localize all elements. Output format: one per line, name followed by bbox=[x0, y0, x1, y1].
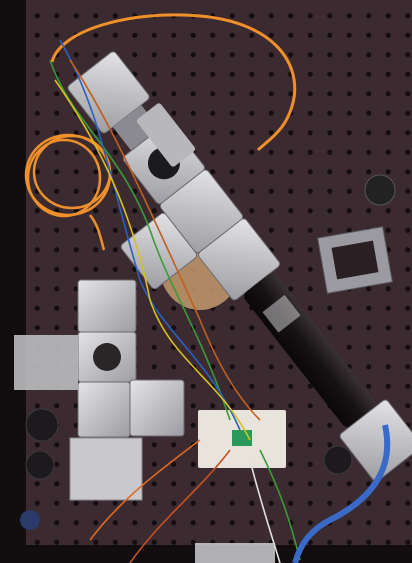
cube bbox=[129, 379, 185, 437]
box bbox=[69, 437, 143, 501]
wires bbox=[49, 39, 301, 563]
cube bbox=[339, 399, 412, 482]
post bbox=[364, 174, 396, 206]
cube bbox=[77, 381, 131, 438]
mount-frame bbox=[317, 226, 393, 294]
fiber bbox=[50, 13, 297, 152]
lens bbox=[93, 343, 121, 371]
blue-cable bbox=[292, 424, 391, 563]
lens bbox=[25, 450, 55, 480]
lens bbox=[323, 445, 353, 475]
optical-rail bbox=[67, 51, 412, 482]
fiber-coil bbox=[24, 133, 112, 251]
cube bbox=[77, 279, 137, 333]
tube-label bbox=[262, 294, 301, 333]
lens bbox=[20, 510, 40, 530]
plate bbox=[14, 335, 78, 390]
connector bbox=[195, 543, 275, 563]
lens bbox=[25, 408, 59, 442]
mount bbox=[136, 103, 196, 167]
